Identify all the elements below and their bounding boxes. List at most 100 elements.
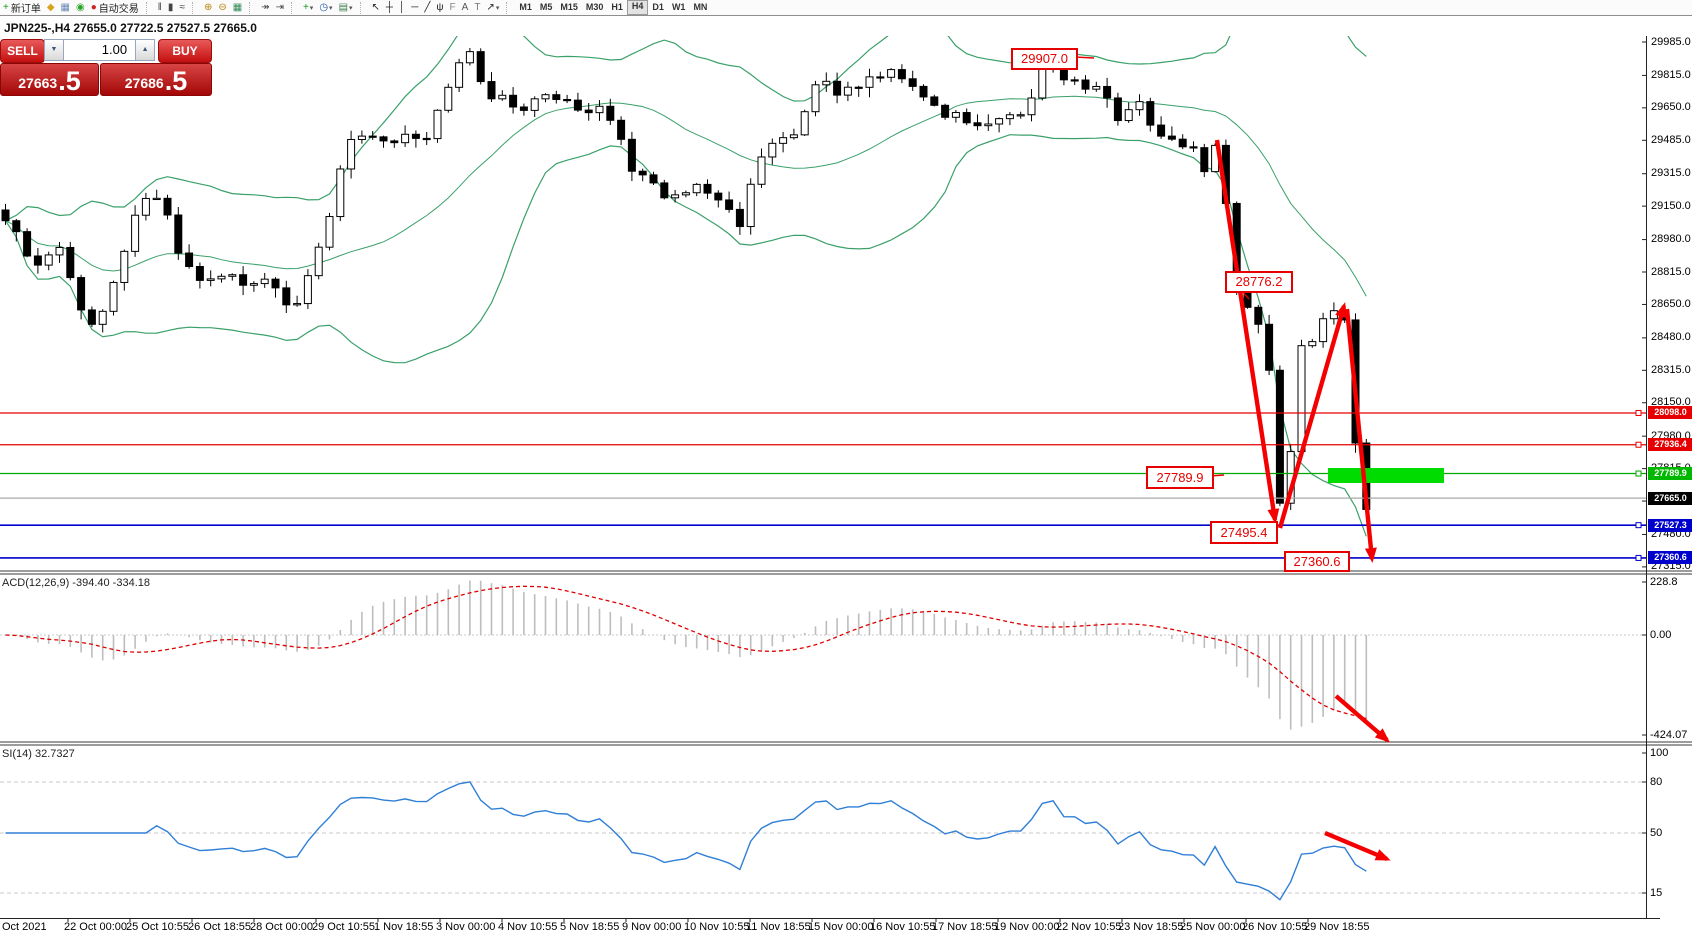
bar-chart-icon[interactable]: ‖ (155, 1, 165, 14)
date-axis-label: 10 Nov 10:55 (684, 921, 750, 933)
arrows-tool-icon: ↗ (486, 2, 495, 13)
price-axis-label: 29315.0 (1651, 167, 1691, 180)
timeframe-button-m1[interactable]: M1 (519, 2, 532, 12)
fibonacci-icon[interactable]: F (447, 1, 459, 14)
arrows-tool-icon[interactable]: ↗ ▾ (483, 1, 502, 14)
new-order-button-label: 新订单 (10, 4, 41, 15)
price-axis-label: 28650.0 (1651, 297, 1691, 310)
chart-title: JPN225-,H4 27655.0 27722.5 27527.5 27665… (4, 21, 257, 35)
equidistant-channel-icon: ψ (436, 2, 444, 13)
buy-price[interactable]: 27686.5 (100, 63, 212, 96)
chevron-down-icon: ▾ (349, 4, 353, 12)
toolbar-separator (359, 1, 366, 14)
new-order-button: + (3, 2, 9, 13)
buy-button[interactable]: BUY (158, 39, 212, 63)
price-axis-label: 28815.0 (1651, 265, 1691, 278)
date-axis-label: 26 Nov 10:55 (1242, 921, 1308, 933)
volume-input[interactable]: 1.00 (63, 39, 136, 61)
date-axis-label: 29 Nov 18:55 (1304, 921, 1370, 933)
rsi-axis-label: 15 (1650, 887, 1663, 899)
line-chart-icon[interactable]: ≈ (176, 1, 188, 14)
date-axis-label: 22 Nov 10:55 (1056, 921, 1122, 933)
timeframe-button-m30[interactable]: M30 (585, 2, 604, 12)
periods-button[interactable]: ◷ ▾ (316, 1, 335, 14)
crosshair-icon[interactable]: ┼ (383, 1, 396, 14)
timeframe-button-d1[interactable]: D1 (652, 2, 664, 12)
price-annotation-box: 29907.0 (1011, 48, 1078, 70)
price-level-tag: 27936.4 (1648, 438, 1692, 452)
price-axis-label: 28150.0 (1651, 396, 1691, 409)
timeframe-button-m5[interactable]: M5 (539, 2, 553, 12)
chart-shift-icon[interactable]: ⇥ (273, 1, 287, 14)
zoom-in-icon[interactable]: ⊕ (201, 1, 215, 14)
market-watch-icon[interactable]: ◆ (44, 1, 58, 14)
trendline-icon[interactable]: ╱ (421, 1, 433, 14)
text-icon[interactable]: A (459, 1, 472, 14)
tile-windows-icon[interactable]: ▦ (230, 1, 245, 14)
date-axis-label: 25 Nov 00:00 (1180, 921, 1246, 933)
sell-price-fraction: .5 (58, 66, 81, 96)
equidistant-channel-icon[interactable]: ψ (433, 1, 446, 14)
chart-window-icon[interactable]: ▦ (58, 1, 73, 14)
volume-increase-button[interactable]: ▲ (135, 39, 156, 61)
date-axis-label: 4 Nov 10:55 (498, 921, 558, 933)
periods-button: ◷ (319, 2, 329, 13)
autotrade-button-label: 自动交易 (98, 4, 139, 15)
date-axis-label: 23 Nov 18:55 (1118, 921, 1184, 933)
new-order-button[interactable]: + 新订单 (0, 1, 44, 15)
vertical-line-icon[interactable]: │ (396, 1, 408, 14)
timeframe-button-h4[interactable]: H4 (626, 0, 649, 15)
horizontal-line-icon[interactable]: ─ (408, 1, 421, 14)
text-label-icon[interactable]: T (471, 1, 483, 14)
chevron-down-icon: ▾ (495, 4, 500, 12)
price-annotation-box: 27495.4 (1210, 521, 1278, 544)
rsi-axis-label: 80 (1650, 776, 1663, 788)
sell-price-main: 27663 (18, 75, 58, 91)
date-axis-label: 5 Nov 18:55 (560, 921, 620, 933)
price-axis-label: 28315.0 (1651, 363, 1691, 376)
toolbar-separator (290, 1, 297, 14)
tile-windows-icon: ▦ (232, 2, 243, 13)
toolbar-separator (506, 1, 512, 14)
line-chart-icon: ≈ (179, 2, 185, 13)
autotrade-button: ● (90, 2, 97, 13)
add-chart-button[interactable]: + ▾ (300, 1, 316, 14)
cursor-icon: ↖ (371, 2, 380, 13)
price-axis-label: 28980.0 (1651, 233, 1691, 246)
buy-price-main: 27686 (124, 75, 164, 91)
price-level-tag: 27527.3 (1648, 518, 1692, 532)
zoom-in-icon: ⊕ (203, 2, 213, 13)
templates-button[interactable]: ▤ ▾ (336, 1, 356, 14)
cursor-icon[interactable]: ↖ (369, 1, 383, 14)
timeframe-button-w1[interactable]: W1 (671, 2, 686, 12)
zoom-out-icon[interactable]: ⊖ (215, 1, 229, 14)
timeframe-button-mn[interactable]: MN (693, 2, 708, 12)
horizontal-line-icon: ─ (411, 2, 419, 13)
zoom-out-icon: ⊖ (218, 2, 227, 13)
trendline-icon: ╱ (424, 2, 431, 13)
date-axis-label: 9 Nov 00:00 (622, 921, 682, 933)
price-annotation-box: 28776.2 (1225, 271, 1293, 293)
sound-icon[interactable]: ◉ (73, 1, 88, 14)
date-axis-label: 16 Nov 10:55 (870, 921, 936, 933)
timeframe-button-m15[interactable]: M15 (560, 2, 578, 12)
price-axis-label: 29650.0 (1651, 101, 1691, 114)
buy-price-fraction: .5 (164, 66, 188, 96)
autotrade-button[interactable]: ● 自动交易 (88, 1, 142, 15)
add-chart-button: + (302, 2, 309, 13)
date-axis-label: 26 Oct 18:55 (188, 921, 251, 933)
date-axis-label: 11 Nov 18:55 (746, 921, 811, 933)
date-axis-label: Oct 2021 (2, 921, 47, 933)
timeframe-button-h1[interactable]: H1 (611, 2, 623, 12)
price-level-tag: 28098.0 (1648, 406, 1692, 420)
auto-scroll-icon[interactable]: ↠ (258, 1, 272, 14)
candlestick-chart-icon[interactable]: ▮ (165, 1, 177, 14)
toolbar-separator (249, 1, 255, 14)
sell-price[interactable]: 27663.5 (0, 63, 99, 96)
toolbar-separator (145, 1, 152, 14)
volume-decrease-button[interactable]: ▼ (44, 39, 64, 61)
candlestick-chart-icon: ▮ (167, 2, 174, 13)
sell-button[interactable]: SELL (0, 39, 45, 63)
